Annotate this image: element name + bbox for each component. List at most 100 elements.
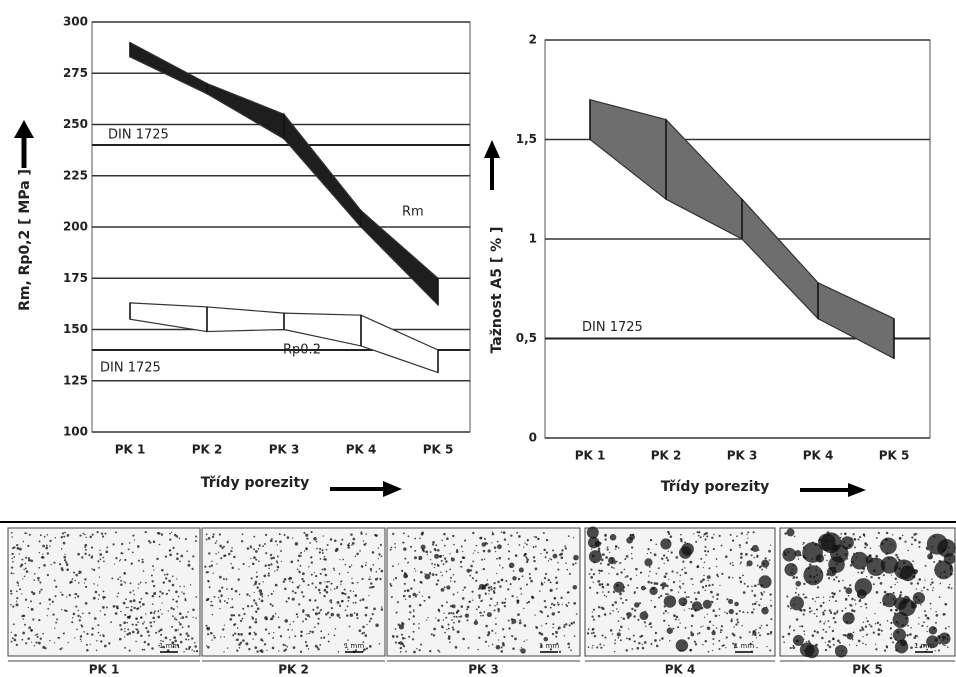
pore: [845, 546, 849, 550]
pore: [929, 556, 932, 559]
pore: [889, 608, 893, 612]
pore: [712, 595, 714, 598]
pore: [25, 556, 28, 559]
pore: [333, 634, 336, 637]
pore: [667, 550, 669, 552]
pore: [128, 632, 132, 635]
pore: [211, 639, 213, 641]
pore: [601, 585, 605, 589]
pore: [168, 589, 171, 592]
pore: [306, 614, 310, 617]
pore: [672, 580, 676, 584]
pore: [645, 625, 647, 628]
pore: [619, 592, 622, 596]
pore: [34, 634, 37, 636]
pore: [283, 649, 286, 652]
pore: [40, 556, 44, 559]
pore: [35, 641, 38, 644]
pore: [171, 641, 175, 645]
pore: [707, 579, 710, 582]
pore: [797, 593, 800, 596]
pore: [724, 555, 728, 559]
pore: [119, 559, 122, 561]
pore: [825, 630, 828, 633]
pore: [752, 641, 754, 643]
pore: [696, 565, 699, 569]
pore: [705, 554, 708, 556]
pore: [74, 593, 76, 595]
pore: [314, 626, 316, 629]
pore: [633, 609, 637, 612]
pore: [699, 580, 703, 584]
pore: [502, 531, 506, 535]
pore: [756, 554, 759, 557]
pore: [428, 571, 432, 574]
pore: [390, 584, 393, 587]
band-segment: [206, 82, 285, 140]
pore: [639, 635, 642, 638]
pore: [753, 594, 757, 597]
pore: [409, 545, 413, 548]
pore: [114, 563, 116, 565]
pore: [568, 646, 571, 649]
pore: [443, 557, 447, 560]
pore: [193, 650, 196, 653]
pore: [558, 611, 561, 613]
pore: [663, 619, 666, 622]
pore: [808, 574, 812, 578]
pore: [273, 632, 275, 634]
pore: [456, 548, 459, 551]
pore: [123, 571, 127, 575]
pore: [323, 588, 327, 592]
pore: [27, 557, 31, 560]
pore: [829, 596, 831, 598]
pore: [944, 602, 948, 606]
pore: [740, 581, 742, 584]
pore: [62, 541, 66, 545]
pore: [918, 540, 921, 544]
pore: [443, 586, 446, 589]
pore: [238, 593, 241, 596]
pore: [497, 580, 500, 584]
pore: [282, 580, 285, 583]
pore: [491, 643, 494, 646]
pore: [661, 582, 667, 588]
pore: [119, 576, 121, 578]
pore: [176, 552, 179, 555]
pore: [693, 591, 696, 594]
pore: [431, 573, 435, 576]
pore: [421, 595, 424, 597]
pore: [67, 641, 69, 644]
pore: [561, 549, 564, 552]
pore: [646, 553, 648, 555]
pore: [136, 545, 140, 548]
pore: [89, 643, 91, 646]
pore: [600, 606, 603, 609]
pore: [875, 648, 878, 651]
pore: [875, 554, 879, 558]
pore: [59, 647, 62, 651]
pore: [488, 589, 491, 592]
pore: [590, 575, 594, 579]
pore: [635, 574, 638, 576]
pore: [284, 619, 289, 623]
pore: [877, 576, 881, 580]
pore: [461, 597, 465, 600]
pore: [789, 596, 804, 611]
pore: [575, 613, 578, 615]
pore: [682, 604, 685, 607]
pore: [100, 532, 104, 535]
pore: [487, 549, 491, 553]
pore: [719, 584, 721, 586]
pore: [440, 588, 445, 592]
pore: [689, 648, 692, 652]
micrograph-caption: PK 5: [852, 663, 883, 677]
pore: [647, 547, 650, 551]
pore: [146, 630, 150, 634]
pore: [254, 602, 257, 605]
pore: [629, 577, 633, 581]
pore: [302, 609, 305, 612]
pore: [784, 563, 798, 577]
pore: [718, 639, 721, 642]
pore: [84, 578, 87, 581]
